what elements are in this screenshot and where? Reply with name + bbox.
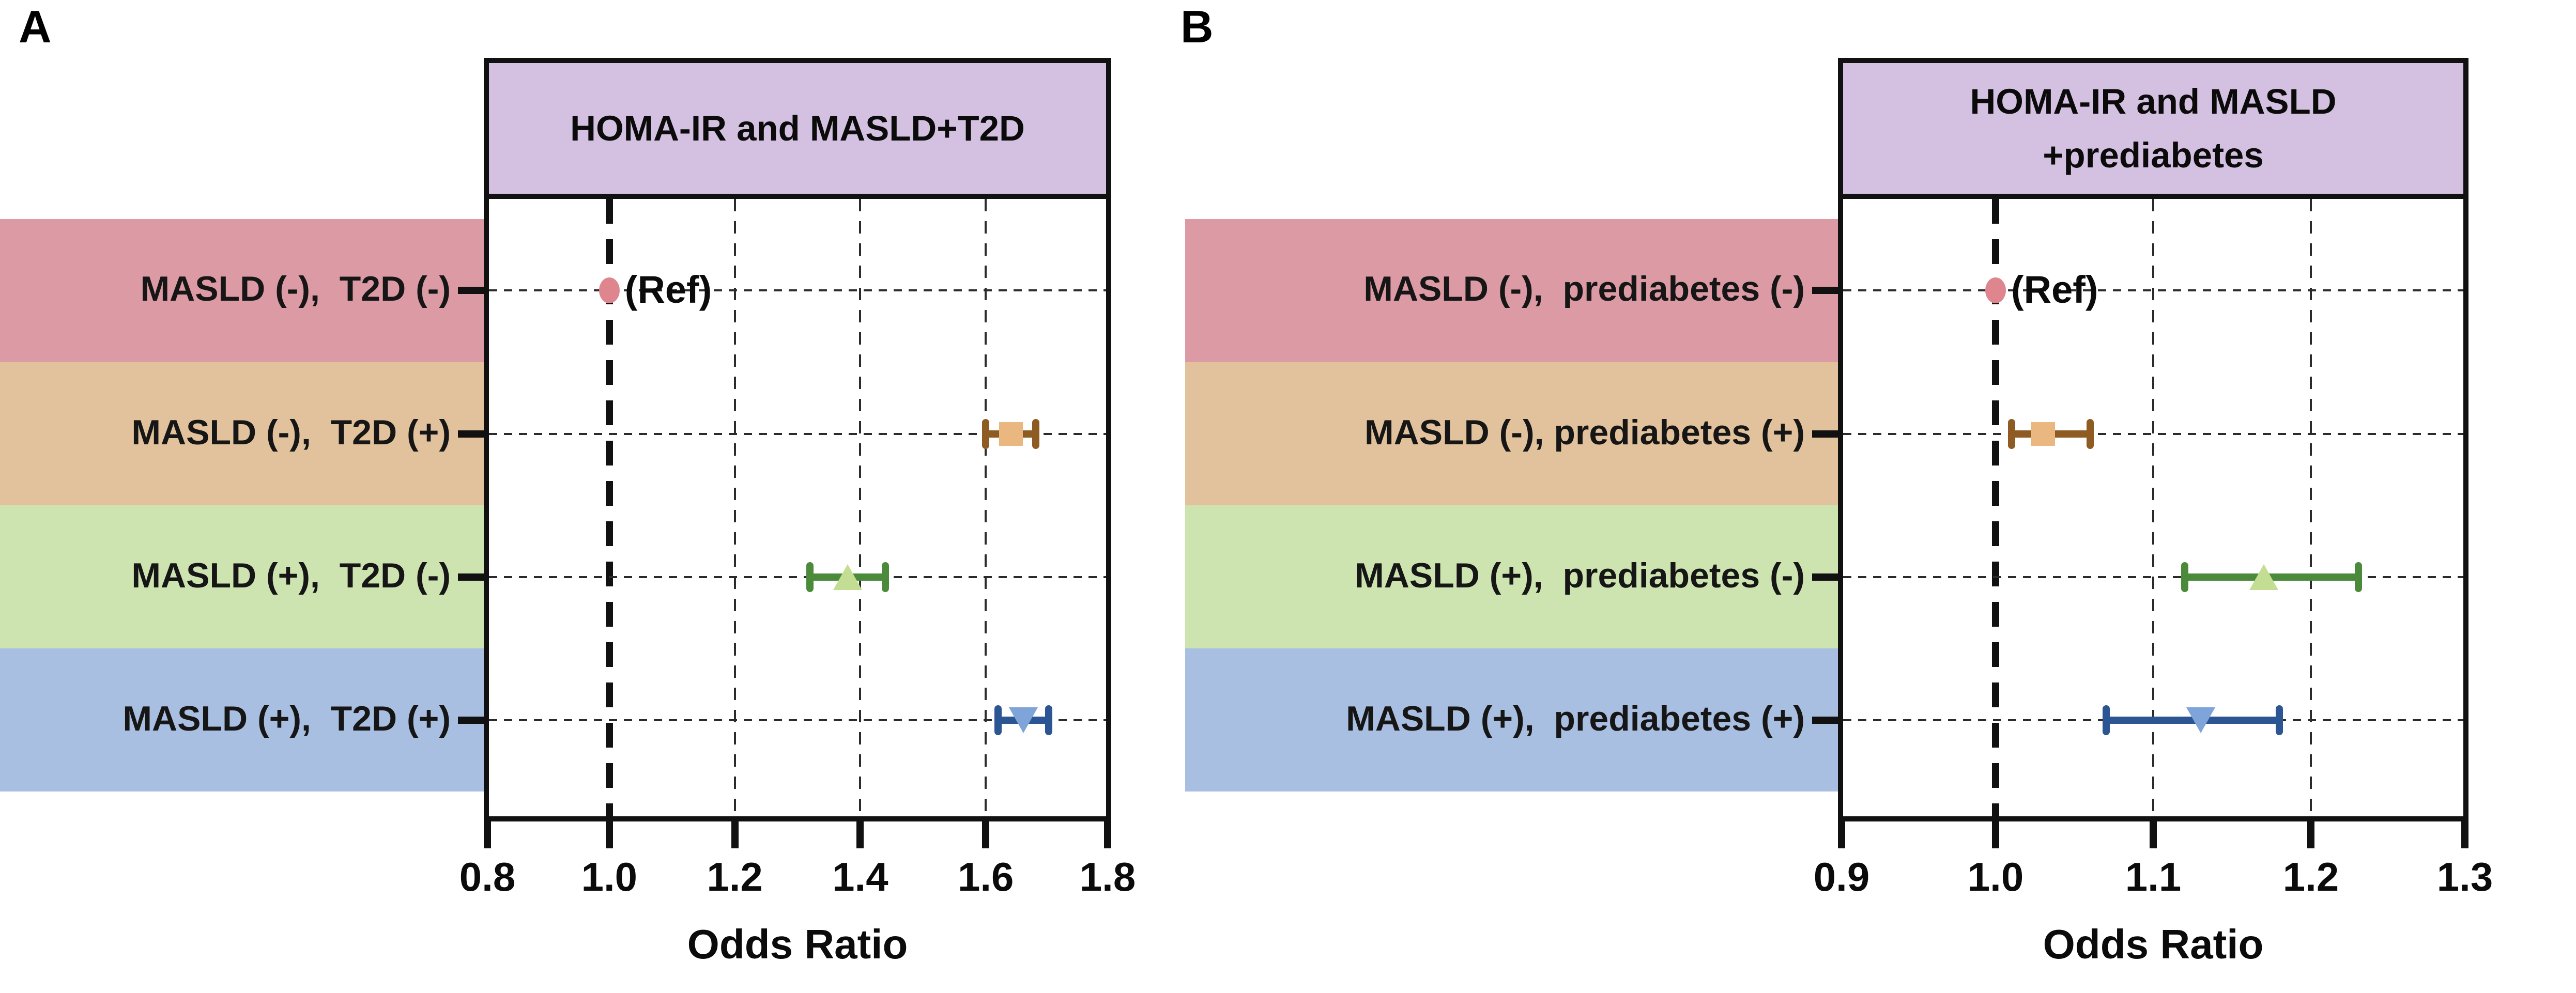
- x-axis-tick-label: 0.9: [1813, 854, 1870, 899]
- x-axis-tick: [1992, 819, 1999, 848]
- row-tick-mark: [1812, 717, 1840, 724]
- ci-lower-cap: [2007, 419, 2015, 449]
- vertical-gridline: [733, 199, 736, 816]
- x-axis-tick-label: 1.3: [2436, 854, 2493, 899]
- ci-upper-cap: [2276, 705, 2283, 735]
- row-label: MASLD (-), prediabetes (-): [1363, 269, 1805, 308]
- ci-lower-cap: [806, 562, 814, 592]
- x-axis-tick-label: 1.2: [2282, 854, 2339, 899]
- row-label: MASLD (+), prediabetes (+): [1346, 699, 1805, 738]
- ci-upper-cap: [2087, 419, 2094, 449]
- ci-upper-cap: [1032, 419, 1040, 449]
- category-band: [1185, 505, 1838, 648]
- ci-lower-cap: [2181, 562, 2188, 592]
- plot-area: (Ref): [484, 194, 1111, 821]
- category-band: [1185, 362, 1838, 505]
- category-band: [0, 219, 484, 362]
- x-axis-tick: [856, 819, 864, 848]
- panel-title-text: HOMA-IR and MASLD+T2D: [570, 108, 1025, 148]
- category-band: [0, 505, 484, 648]
- x-axis-tick: [1838, 819, 1845, 848]
- horizontal-gridline: [489, 719, 1106, 721]
- horizontal-gridline: [1843, 289, 2463, 291]
- x-axis-tick: [2461, 819, 2468, 848]
- x-axis-tick-label: 1.6: [957, 854, 1014, 899]
- row-label: MASLD (-), T2D (-): [140, 269, 451, 308]
- reference-annotation: (Ref): [2011, 268, 2098, 311]
- row-tick-mark: [458, 573, 486, 581]
- point-marker-square: [999, 422, 1023, 446]
- panel-title-text: +prediabetes: [2043, 135, 2264, 175]
- ci-upper-cap: [2354, 562, 2362, 592]
- panel-title-box: HOMA-IR and MASLD+T2D: [484, 58, 1111, 199]
- x-axis-tick-label: 1.0: [581, 854, 638, 899]
- horizontal-gridline: [1843, 576, 2463, 578]
- ci-lower-cap: [982, 419, 990, 449]
- point-marker-triangle-down: [2186, 707, 2215, 733]
- ci-upper-cap: [881, 562, 889, 592]
- vertical-gridline: [2152, 199, 2154, 816]
- x-axis-tick-label: 0.8: [459, 854, 516, 899]
- x-axis-title: Odds Ratio: [687, 921, 908, 967]
- panel-title-text: HOMA-IR and MASLD: [1970, 82, 2337, 121]
- horizontal-gridline: [489, 576, 1106, 578]
- horizontal-gridline: [489, 433, 1106, 435]
- horizontal-gridline: [1843, 433, 2463, 435]
- reference-line-1.0: [605, 199, 613, 816]
- x-axis-tick: [2307, 819, 2314, 848]
- panel-letter-b: B: [1180, 1, 1214, 52]
- x-axis-tick: [484, 819, 491, 848]
- plot-area: (Ref): [1838, 194, 2468, 821]
- row-label: MASLD (+), prediabetes (-): [1355, 555, 1805, 595]
- x-axis-tick: [2150, 819, 2157, 848]
- category-band: [1185, 648, 1838, 792]
- row-tick-mark: [1812, 430, 1840, 438]
- category-band: [0, 648, 484, 792]
- ci-lower-cap: [994, 705, 1002, 735]
- x-axis-tick: [605, 819, 613, 848]
- row-label: MASLD (-), T2D (+): [131, 412, 451, 452]
- category-band: [0, 362, 484, 505]
- x-axis-tick-label: 1.4: [832, 854, 888, 899]
- vertical-gridline: [859, 199, 862, 816]
- ci-upper-cap: [1045, 705, 1052, 735]
- x-axis-tick-label: 1.2: [707, 854, 763, 899]
- point-marker-square: [2031, 422, 2055, 446]
- x-axis-tick: [1104, 819, 1111, 848]
- point-marker-circle: [1985, 277, 2006, 303]
- x-axis-tick-label: 1.8: [1079, 854, 1136, 899]
- category-band: [1185, 219, 1838, 362]
- point-marker-circle: [599, 277, 620, 303]
- point-marker-triangle-up: [833, 564, 863, 590]
- ci-lower-cap: [2102, 705, 2110, 735]
- row-label: MASLD (+), T2D (-): [131, 555, 451, 595]
- x-axis-tick-label: 1.1: [2125, 854, 2182, 899]
- x-axis-tick: [731, 819, 739, 848]
- point-marker-triangle-down: [1009, 707, 1038, 733]
- row-tick-mark: [458, 717, 486, 724]
- vertical-gridline: [985, 199, 987, 816]
- row-tick-mark: [458, 287, 486, 294]
- x-axis-tick: [982, 819, 990, 848]
- x-axis-tick-label: 1.0: [1967, 854, 2024, 899]
- vertical-gridline: [2310, 199, 2312, 816]
- reference-line-1.0: [1992, 199, 1999, 816]
- panel-title-box: HOMA-IR and MASLD +prediabetes: [1838, 58, 2468, 199]
- row-tick-mark: [1812, 573, 1840, 581]
- panel-letter-a: A: [19, 1, 52, 52]
- row-label: MASLD (-), prediabetes (+): [1364, 412, 1805, 452]
- point-marker-triangle-up: [2249, 564, 2278, 590]
- row-tick-mark: [458, 430, 486, 438]
- x-axis-title: Odds Ratio: [2043, 921, 2264, 967]
- row-label: MASLD (+), T2D (+): [122, 699, 451, 738]
- horizontal-gridline: [489, 289, 1106, 291]
- row-tick-mark: [1812, 287, 1840, 294]
- reference-annotation: (Ref): [624, 268, 712, 311]
